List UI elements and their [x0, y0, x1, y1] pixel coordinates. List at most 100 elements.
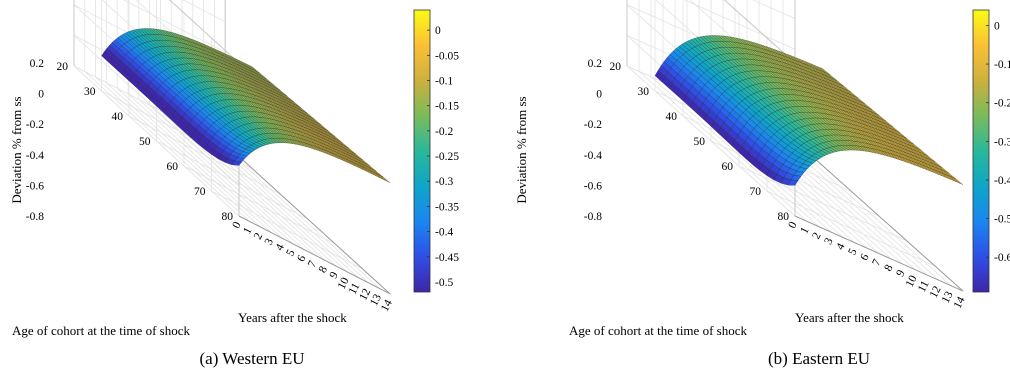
- x-tick-label: 5: [284, 248, 297, 259]
- x-tick-label: 10: [336, 275, 352, 291]
- y-tick-label: 70: [750, 186, 762, 198]
- figure-eastern-eu: 0.2 0 -0.2 -0.4 -0.6 -0.8 0 1 2 3 4 5 6 7 8 9 10 11 12 13 1…: [505, 0, 1010, 373]
- x-tick-label: 7: [870, 257, 883, 268]
- box-edge: [723, 0, 796, 64]
- x-tick-label: 6: [295, 253, 308, 264]
- colorbar-tick-label: -0.4: [435, 227, 453, 239]
- x-tick-label: 7: [306, 259, 319, 270]
- y-axis-label: Age of cohort at the time of shock: [569, 323, 747, 338]
- surface-mesh: [654, 35, 964, 186]
- x-tick-label: 12: [357, 287, 373, 303]
- x-tick-label: 1: [798, 225, 811, 236]
- z-tick-label: -0.6: [26, 180, 44, 192]
- gridline-y-floor: [211, 190, 363, 270]
- x-tick-label: 8: [882, 263, 895, 274]
- figure-western-eu: 0.2 0 -0.2 -0.4 -0.6 -0.8 0 1 2 3 4 5 6 7 8 9 10 11 12 13 1…: [9, 0, 459, 368]
- y-axis-ticks: 80 70 60 50 40 30 20: [610, 61, 790, 223]
- box-edge-front: [224, 143, 391, 295]
- x-tick-label: 4: [274, 242, 287, 253]
- colorbar-tick-label: -0.5: [994, 214, 1010, 226]
- x-tick-label: 4: [834, 241, 847, 252]
- x-tick-label: 11: [916, 279, 932, 295]
- z-tick-label: -0.6: [584, 180, 602, 192]
- gridline-y-floor: [156, 140, 308, 220]
- box-edge-front: [794, 215, 964, 292]
- x-tick-label: 8: [317, 264, 330, 275]
- z-axis-label: Deviation % from ss: [514, 96, 529, 203]
- colorbar-tick-label: -0.6: [994, 252, 1010, 264]
- z-tick-label: -0.8: [26, 211, 44, 223]
- z-axis-ticks: 0.2 0 -0.2 -0.4 -0.6 -0.8: [584, 58, 602, 223]
- x-tick-label: 9: [328, 270, 341, 281]
- colorbar-tick-label: -0.5: [435, 277, 453, 289]
- x-tick-label: 0: [230, 220, 243, 231]
- colorbar-tick-label: 0: [435, 25, 441, 37]
- y-tick-label: 20: [57, 61, 69, 73]
- z-tick-label: -0.8: [584, 211, 602, 223]
- z-tick-label: 0.2: [588, 58, 603, 70]
- colorbar-tick-label: 0: [994, 20, 1000, 32]
- colorbar-tick-label: -0.1: [994, 59, 1010, 71]
- z-tick-label: -0.2: [584, 119, 602, 131]
- x-tick-label: 12: [928, 284, 944, 300]
- gridline-z-right: [182, 0, 226, 22]
- y-tick-label: 30: [638, 86, 650, 98]
- y-tick-label: 20: [610, 61, 622, 73]
- z-tick-label: 0: [38, 89, 44, 101]
- x-tick-label: 9: [894, 268, 907, 279]
- colorbar-gradient: [972, 9, 990, 293]
- colorbar-tick-label: -0.25: [435, 151, 459, 163]
- colorbar-tick-label: -0.3: [994, 136, 1010, 148]
- x-tick-label: 13: [368, 292, 384, 308]
- colorbar-tick-label: -0.2: [994, 98, 1010, 110]
- x-tick-label: 1: [241, 225, 254, 236]
- surface-face: [231, 160, 243, 166]
- y-tick-label: 30: [84, 86, 96, 98]
- z-tick-label: -0.4: [26, 150, 44, 162]
- x-tick-label: 3: [822, 236, 835, 247]
- y-tick-label: 60: [167, 161, 179, 173]
- x-tick-label: 3: [263, 236, 276, 247]
- gridline-y-floor: [183, 165, 336, 245]
- y-tick-label: 40: [666, 111, 678, 123]
- z-tick-label: -0.2: [26, 119, 44, 131]
- z-tick-label: -0.4: [584, 150, 602, 162]
- surface-plot-western-eu: 0.20-0.2-0.4-0.6-0.8 0123456789101112131…: [9, 0, 459, 368]
- y-axis-label: Age of cohort at the time of shock: [12, 323, 190, 338]
- z-tick-label: 0: [596, 89, 602, 101]
- y-tick-label: 50: [139, 136, 151, 148]
- x-tick-label: 14: [952, 295, 968, 311]
- surface-face: [787, 179, 799, 186]
- colorbar-tick-label: -0.4: [994, 175, 1010, 187]
- box-edge: [168, 0, 240, 64]
- colorbar: 0 -0.05 -0.1 -0.15 -0.2 -0.25 -0.3 -0.35 -0.4 -0.…: [413, 9, 459, 293]
- colorbar-tick-label: -0.05: [435, 50, 459, 62]
- y-tick-label: 60: [722, 161, 734, 173]
- gridline-y-floor: [128, 115, 281, 195]
- z-axis-label: Deviation % from ss: [9, 96, 24, 203]
- colorbar-tick-label: -0.35: [435, 201, 459, 213]
- colorbar: 0 -0.1 -0.2 -0.3 -0.4 -0.5 -0.6: [972, 9, 1010, 293]
- y-tick-label: 80: [778, 211, 790, 223]
- x-tick-label: 14: [379, 298, 395, 314]
- box-edge-front: [794, 140, 964, 292]
- box-edge-front: [238, 215, 391, 295]
- colorbar-gradient: [413, 9, 431, 293]
- x-tick-label: 6: [858, 252, 871, 263]
- x-tick-label: 13: [940, 289, 956, 305]
- x-tick-label: 5: [846, 246, 859, 257]
- x-tick-label: 0: [786, 220, 799, 231]
- y-tick-label: 80: [222, 211, 234, 223]
- surface-mesh: [101, 28, 391, 184]
- y-tick-label: 40: [112, 111, 124, 123]
- caption: (b) Eastern EU: [768, 349, 870, 368]
- colorbar-tick-label: -0.15: [435, 101, 459, 113]
- colorbar-tick-label: -0.3: [435, 176, 453, 188]
- y-axis-ticks: 80 70 60 50 40 30 20: [57, 61, 234, 223]
- x-tick-label: 2: [810, 230, 823, 241]
- colorbar-tick-label: -0.45: [435, 252, 459, 264]
- z-tick-label: 0.2: [30, 58, 45, 70]
- surface-plot-eastern-eu: 0.20-0.2-0.4-0.6-0.8 0123456789101112131…: [514, 0, 1010, 368]
